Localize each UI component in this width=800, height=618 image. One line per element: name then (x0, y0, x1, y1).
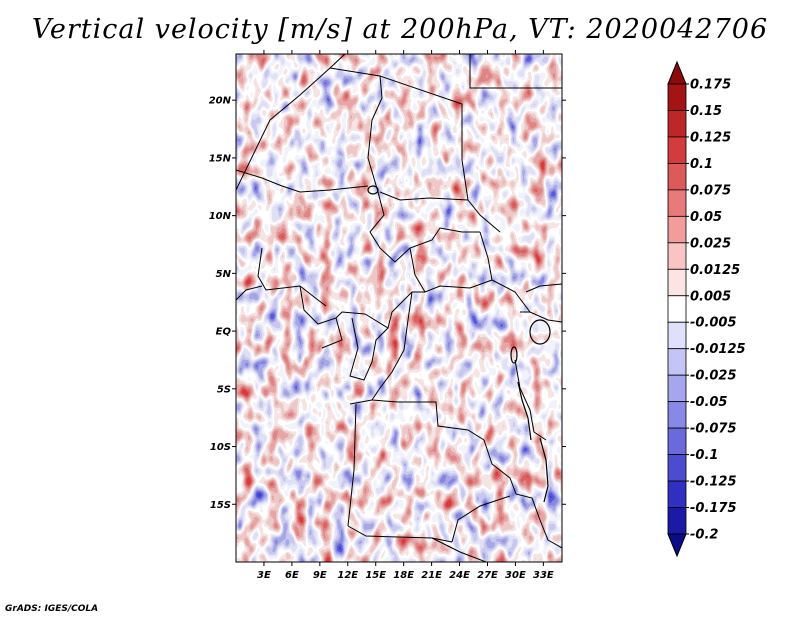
lon-label-24e: 24E (449, 570, 470, 581)
chart-title: Vertical velocity [m/s] at 200hPa, VT: 2… (31, 14, 769, 45)
grads-credit: GrADS: IGES/COLA (5, 604, 99, 614)
colorbar-bottom-arrow (667, 533, 687, 558)
colorbar-label: 0.0125 (690, 263, 740, 278)
colorbar-label: 0.075 (690, 183, 731, 198)
colorbar-label: 0.05 (690, 210, 722, 225)
lat-label-5s: 5S (217, 384, 231, 395)
lon-label-21e: 21E (421, 570, 442, 581)
colorbar-segment (667, 215, 687, 244)
colorbar-label: -0.0125 (690, 342, 746, 357)
colorbar-segment (667, 348, 687, 376)
colorbar-segment (667, 163, 687, 191)
colorbar-segment (667, 189, 687, 217)
lat-label-10n: 10N (209, 211, 232, 222)
lat-label-10s: 10S (210, 442, 231, 453)
colorbar-segment (667, 136, 687, 164)
map-frame (235, 53, 563, 563)
lakes (367, 185, 551, 503)
colorbar-segment (667, 242, 687, 270)
colorbar-segment (667, 507, 687, 535)
colorbar-segment (667, 374, 687, 403)
lat-label-15n: 15N (209, 153, 232, 164)
colorbar-top-arrow (667, 60, 687, 85)
colorbar-segment (667, 480, 687, 508)
colorbar: 0.175 0.15 0.125 0.1 0.075 0.05 0.025 0.… (667, 60, 746, 558)
lon-label-30e: 30E (505, 570, 526, 581)
velocity-field (236, 54, 562, 562)
colorbar-segment (667, 321, 687, 350)
lat-label-20n: 20N (209, 96, 232, 107)
lon-label-3e: 3E (257, 570, 271, 581)
latitude-labels: 20N 15N 10N 5N EQ 5S 10S 15S (209, 96, 232, 511)
colorbar-label: -0.05 (690, 395, 727, 410)
lon-label-12e: 12E (337, 570, 358, 581)
lon-label-18e: 18E (393, 570, 414, 581)
colorbar-label: 0.125 (690, 130, 731, 145)
longitude-labels: 3E 6E 9E 12E 15E 18E 21E 24E 27E 30E 33E (257, 570, 554, 581)
colorbar-label: 0.025 (690, 236, 731, 251)
lon-label-27e: 27E (477, 570, 498, 581)
colorbar-label: -0.005 (690, 316, 737, 331)
country-borders (236, 54, 562, 562)
axis-ticks (232, 50, 566, 566)
colorbar-segment (667, 295, 687, 323)
colorbar-label: -0.1 (690, 448, 718, 463)
colorbar-segment (667, 83, 687, 111)
lon-label-33e: 33E (533, 570, 554, 581)
colorbar-segment (667, 427, 687, 455)
colorbar-label: -0.2 (690, 528, 718, 543)
lat-label-eq: EQ (216, 327, 232, 338)
colorbar-label: 0.1 (690, 157, 713, 172)
colorbar-label: -0.025 (690, 369, 737, 384)
colorbar-segment (667, 268, 687, 297)
lat-label-15s: 15S (210, 500, 231, 511)
colorbar-segment (667, 110, 687, 138)
lon-label-9e: 9E (313, 570, 327, 581)
lon-label-6e: 6E (285, 570, 299, 581)
colorbar-segment (667, 401, 687, 429)
colorbar-label: -0.075 (690, 422, 737, 437)
colorbar-label: -0.175 (690, 501, 737, 516)
colorbar-label: -0.125 (690, 475, 737, 490)
colorbar-label: 0.175 (690, 78, 731, 93)
colorbar-label: 0.15 (690, 104, 722, 119)
lat-label-5n: 5N (216, 269, 232, 280)
colorbar-label: 0.005 (690, 289, 731, 304)
lon-label-15e: 15E (365, 570, 386, 581)
colorbar-segment (667, 454, 687, 482)
